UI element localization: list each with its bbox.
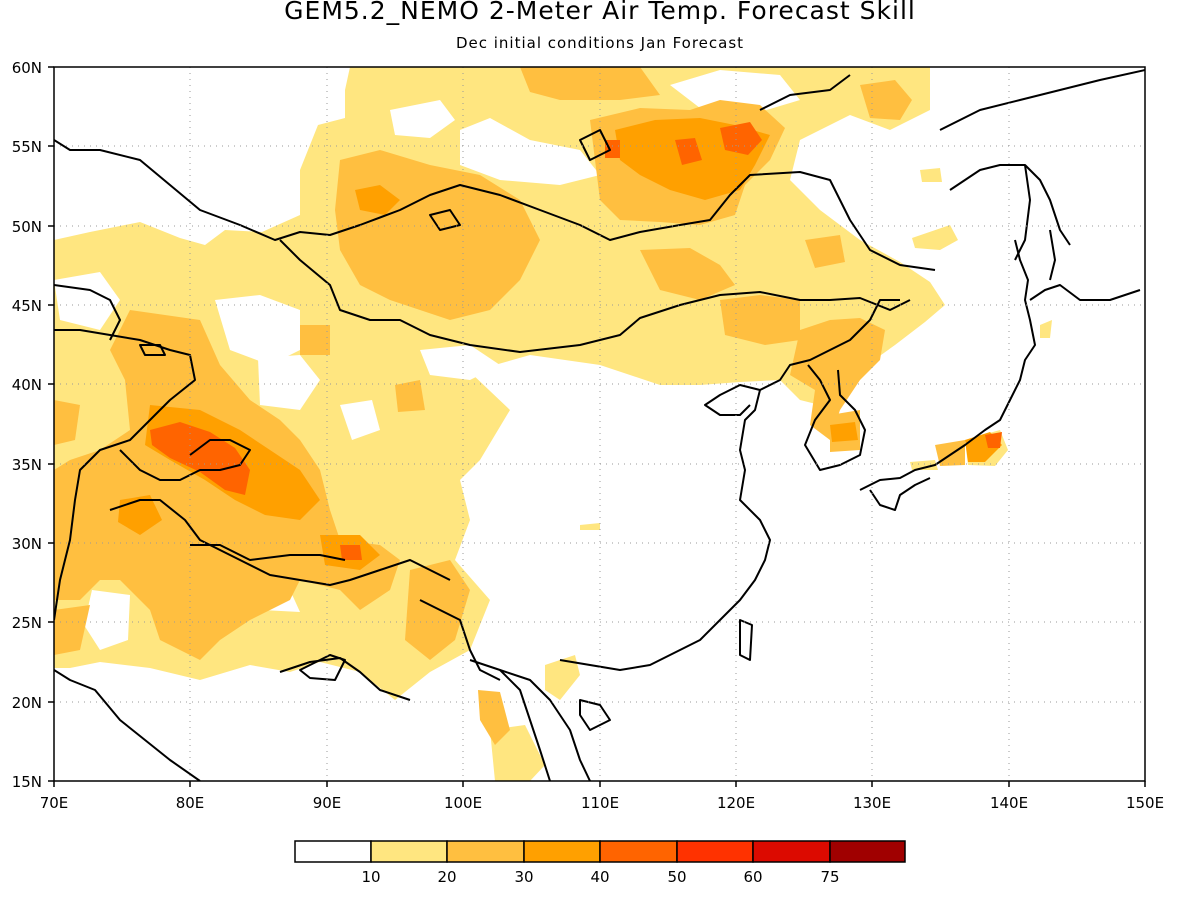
colorbar-label-20: 20: [437, 868, 456, 886]
lon-label-130e: 130E: [853, 794, 891, 812]
colorbar: 10 20 30 40 50 60 75: [294, 840, 906, 886]
lon-label-150e: 150E: [1126, 794, 1164, 812]
lat-label-20n: 20N: [12, 694, 42, 712]
lon-label-110e: 110E: [581, 794, 619, 812]
lon-label-100e: 100E: [444, 794, 482, 812]
grid-lines: [54, 67, 1145, 781]
colorbar-box-4: [599, 840, 678, 863]
lat-tick-labels: 60N 55N 50N 45N 40N 35N 30N 25N 20N 15N: [12, 59, 42, 791]
colorbar-label-50: 50: [667, 868, 686, 886]
lon-label-90e: 90E: [313, 794, 342, 812]
colorbar-box-1: [370, 840, 448, 863]
colorbar-box-5: [676, 840, 754, 863]
lat-label-40n: 40N: [12, 376, 42, 394]
lat-label-25n: 25N: [12, 614, 42, 632]
coastlines: [54, 69, 1145, 781]
colorbar-box-6: [752, 840, 831, 863]
skill-shading: [54, 67, 1052, 781]
colorbar-box-2: [446, 840, 525, 863]
lat-label-15n: 15N: [12, 773, 42, 791]
lat-label-45n: 45N: [12, 297, 42, 315]
lat-label-55n: 55N: [12, 138, 42, 156]
map-title: GEM5.2_NEMO 2-Meter Air Temp. Forecast S…: [284, 0, 916, 25]
colorbar-box-3: [523, 840, 601, 863]
colorbar-label-40: 40: [590, 868, 609, 886]
lon-label-120e: 120E: [717, 794, 755, 812]
lat-label-30n: 30N: [12, 535, 42, 553]
colorbar-box-7: [829, 840, 906, 863]
lat-label-60n: 60N: [12, 59, 42, 77]
map-subtitle: Dec initial conditions Jan Forecast: [455, 34, 745, 52]
colorbar-label-30: 30: [514, 868, 533, 886]
lon-label-70e: 70E: [40, 794, 69, 812]
lon-label-80e: 80E: [176, 794, 205, 812]
colorbar-box-0: [294, 840, 372, 863]
lon-tick-labels: 70E 80E 90E 100E 110E 120E 130E 140E 150…: [40, 794, 1164, 812]
colorbar-label-10: 10: [361, 868, 380, 886]
colorbar-label-75: 75: [820, 868, 839, 886]
lon-label-140e: 140E: [990, 794, 1028, 812]
lat-label-35n: 35N: [12, 456, 42, 474]
tick-marks: [48, 66, 1146, 787]
lat-label-50n: 50N: [12, 218, 42, 236]
colorbar-label-60: 60: [743, 868, 762, 886]
